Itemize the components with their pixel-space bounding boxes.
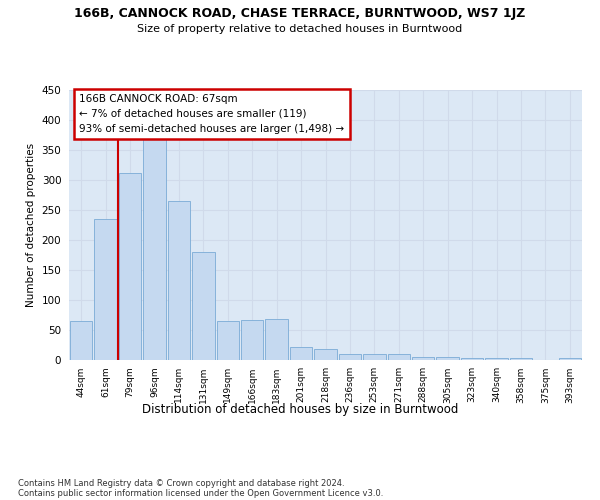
Bar	[94, 219, 117, 360]
Bar	[143, 139, 166, 360]
Bar	[559, 358, 581, 360]
Bar	[192, 252, 215, 360]
Bar	[290, 348, 313, 360]
Bar	[70, 321, 92, 360]
Bar	[461, 358, 484, 360]
Y-axis label: Number of detached properties: Number of detached properties	[26, 143, 36, 307]
Text: 166B CANNOCK ROAD: 67sqm
← 7% of detached houses are smaller (119)
93% of semi-d: 166B CANNOCK ROAD: 67sqm ← 7% of detache…	[79, 94, 344, 134]
Bar	[119, 173, 142, 360]
Text: Contains HM Land Registry data © Crown copyright and database right 2024.
Contai: Contains HM Land Registry data © Crown c…	[18, 479, 383, 498]
Bar	[485, 358, 508, 360]
Bar	[412, 357, 434, 360]
Text: Distribution of detached houses by size in Burntwood: Distribution of detached houses by size …	[142, 402, 458, 415]
Text: Size of property relative to detached houses in Burntwood: Size of property relative to detached ho…	[137, 24, 463, 34]
Bar	[241, 320, 263, 360]
Bar	[265, 319, 288, 360]
Bar	[363, 354, 386, 360]
Bar	[217, 321, 239, 360]
Bar	[388, 354, 410, 360]
Bar	[314, 349, 337, 360]
Bar	[167, 201, 190, 360]
Bar	[509, 358, 532, 360]
Bar	[338, 354, 361, 360]
Text: 166B, CANNOCK ROAD, CHASE TERRACE, BURNTWOOD, WS7 1JZ: 166B, CANNOCK ROAD, CHASE TERRACE, BURNT…	[74, 8, 526, 20]
Bar	[436, 357, 459, 360]
